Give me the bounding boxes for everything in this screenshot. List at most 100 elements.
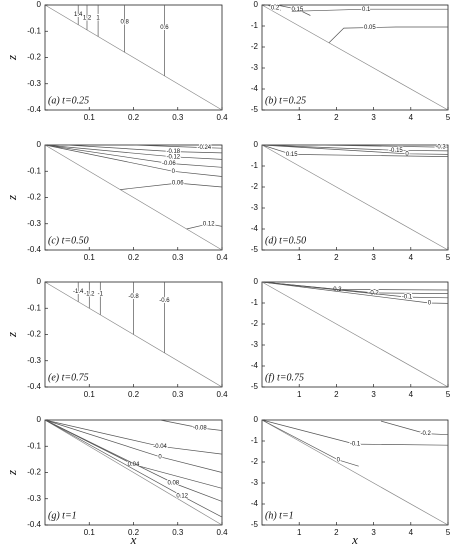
y-tick-label: -2 <box>251 182 259 191</box>
plot-frame <box>261 144 449 251</box>
contour-line <box>44 144 223 160</box>
y-tick-label: -3 <box>251 203 259 212</box>
domain-boundary <box>261 281 449 388</box>
contour-label: 0.1 <box>362 7 371 13</box>
x-tick-label: 0.4 <box>216 253 228 262</box>
y-tick-label: -5 <box>251 382 259 391</box>
contour-label: 0.08 <box>167 481 179 487</box>
y-tick-label: 0 <box>254 415 259 424</box>
x-tick-label: 3 <box>371 390 376 399</box>
panel-label: (b) t=0.25 <box>265 95 306 106</box>
x-tick-label: 4 <box>409 528 414 537</box>
y-axis-label: z <box>4 55 19 61</box>
x-tick-label: 0.2 <box>128 528 140 537</box>
panel-label: (c) t=0.50 <box>48 235 89 246</box>
contour-label: -0.15 <box>389 148 403 154</box>
y-tick-label: -0.2 <box>27 330 41 339</box>
y-tick-label: -0.1 <box>27 26 41 35</box>
contour-label: -0.08 <box>193 425 207 431</box>
contour-line <box>380 420 449 436</box>
contour-line <box>276 4 311 16</box>
x-tick-label: 3 <box>371 113 376 122</box>
y-tick-label: -1 <box>251 21 259 30</box>
panel-label: (g) t=1 <box>48 510 77 521</box>
x-tick-label: 4 <box>409 253 414 262</box>
y-tick-label: -0.1 <box>27 441 41 450</box>
x-tick-label: 4 <box>409 390 414 399</box>
contour-label: -0.24 <box>197 145 211 151</box>
y-tick-label: -0.1 <box>27 303 41 312</box>
contour-line <box>44 144 223 168</box>
domain-boundary <box>44 419 223 526</box>
x-tick-label: 0.3 <box>172 113 184 122</box>
y-tick-label: -4 <box>251 84 259 93</box>
y-tick-label: -0.4 <box>27 245 41 254</box>
contour-line <box>267 4 281 11</box>
contour-line <box>261 419 359 467</box>
y-tick-label: -5 <box>251 245 259 254</box>
panel-label: (e) t=0.75 <box>48 372 89 383</box>
y-tick-label: -2 <box>251 42 259 51</box>
contour-label: -0.06 <box>162 161 176 167</box>
y-tick-label: -4 <box>251 361 259 370</box>
contour-line <box>44 144 223 177</box>
contour-label: 0.6 <box>160 25 169 31</box>
y-tick-label: -3 <box>251 478 259 487</box>
domain-boundary <box>44 4 223 111</box>
y-tick-label: 0 <box>37 140 42 149</box>
y-tick-label: -5 <box>251 520 259 529</box>
domain-boundary <box>261 144 449 251</box>
x-tick-label: 0.3 <box>172 390 184 399</box>
x-tick-label: 0.3 <box>172 528 184 537</box>
y-tick-label: -0.2 <box>27 53 41 62</box>
panel-label: (a) t=0.25 <box>48 95 89 106</box>
contour-line <box>261 281 449 291</box>
x-tick-label: 0.1 <box>84 528 96 537</box>
contour-line <box>44 419 223 518</box>
contour-label: 0.05 <box>364 25 376 31</box>
contour-label: -0.18 <box>166 149 180 155</box>
contour-line <box>186 223 223 230</box>
contour-label: 0.15 <box>286 152 298 158</box>
y-tick-label: -0.1 <box>27 166 41 175</box>
y-axis-label: z <box>4 195 19 201</box>
x-tick-label: 1 <box>297 390 302 399</box>
contour-label: -0.3 <box>435 145 446 151</box>
x-tick-label: 2 <box>334 253 339 262</box>
contour-line <box>261 144 449 155</box>
y-tick-label: -0.4 <box>27 105 41 114</box>
x-tick-label: 1 <box>297 528 302 537</box>
y-tick-label: -0.3 <box>27 356 41 365</box>
y-tick-label: -0.3 <box>27 79 41 88</box>
y-tick-label: -0.3 <box>27 494 41 503</box>
contour-line <box>261 419 449 446</box>
x-tick-label: 2 <box>334 528 339 537</box>
contour-label: 0.2 <box>271 6 280 12</box>
y-axis-label: z <box>4 470 19 476</box>
contour-label: -1.2 <box>84 291 95 297</box>
x-tick-label: 3 <box>371 528 376 537</box>
x-tick-label: 1 <box>297 113 302 122</box>
contour-label: 0.12 <box>203 221 215 227</box>
x-tick-label: 5 <box>446 113 451 122</box>
x-tick-label: 1 <box>297 253 302 262</box>
contour-line <box>328 26 448 44</box>
y-tick-label: -0.4 <box>27 520 41 529</box>
domain-boundary <box>261 419 449 526</box>
plot-frame <box>261 4 449 111</box>
y-tick-label: 0 <box>37 0 42 9</box>
x-axis-label: x <box>351 532 358 547</box>
y-tick-label: -0.3 <box>27 219 41 228</box>
y-tick-label: -3 <box>251 340 259 349</box>
contour-line <box>120 182 223 190</box>
y-tick-label: 0 <box>37 277 42 286</box>
contour-line <box>291 8 448 12</box>
x-tick-label: 5 <box>446 253 451 262</box>
plot-frame <box>261 419 449 526</box>
x-tick-label: 2 <box>334 390 339 399</box>
x-tick-label: 0.1 <box>84 253 96 262</box>
contour-label: 1 <box>96 16 100 22</box>
y-tick-label: -5 <box>251 105 259 114</box>
contour-label: 0.12 <box>176 494 188 500</box>
